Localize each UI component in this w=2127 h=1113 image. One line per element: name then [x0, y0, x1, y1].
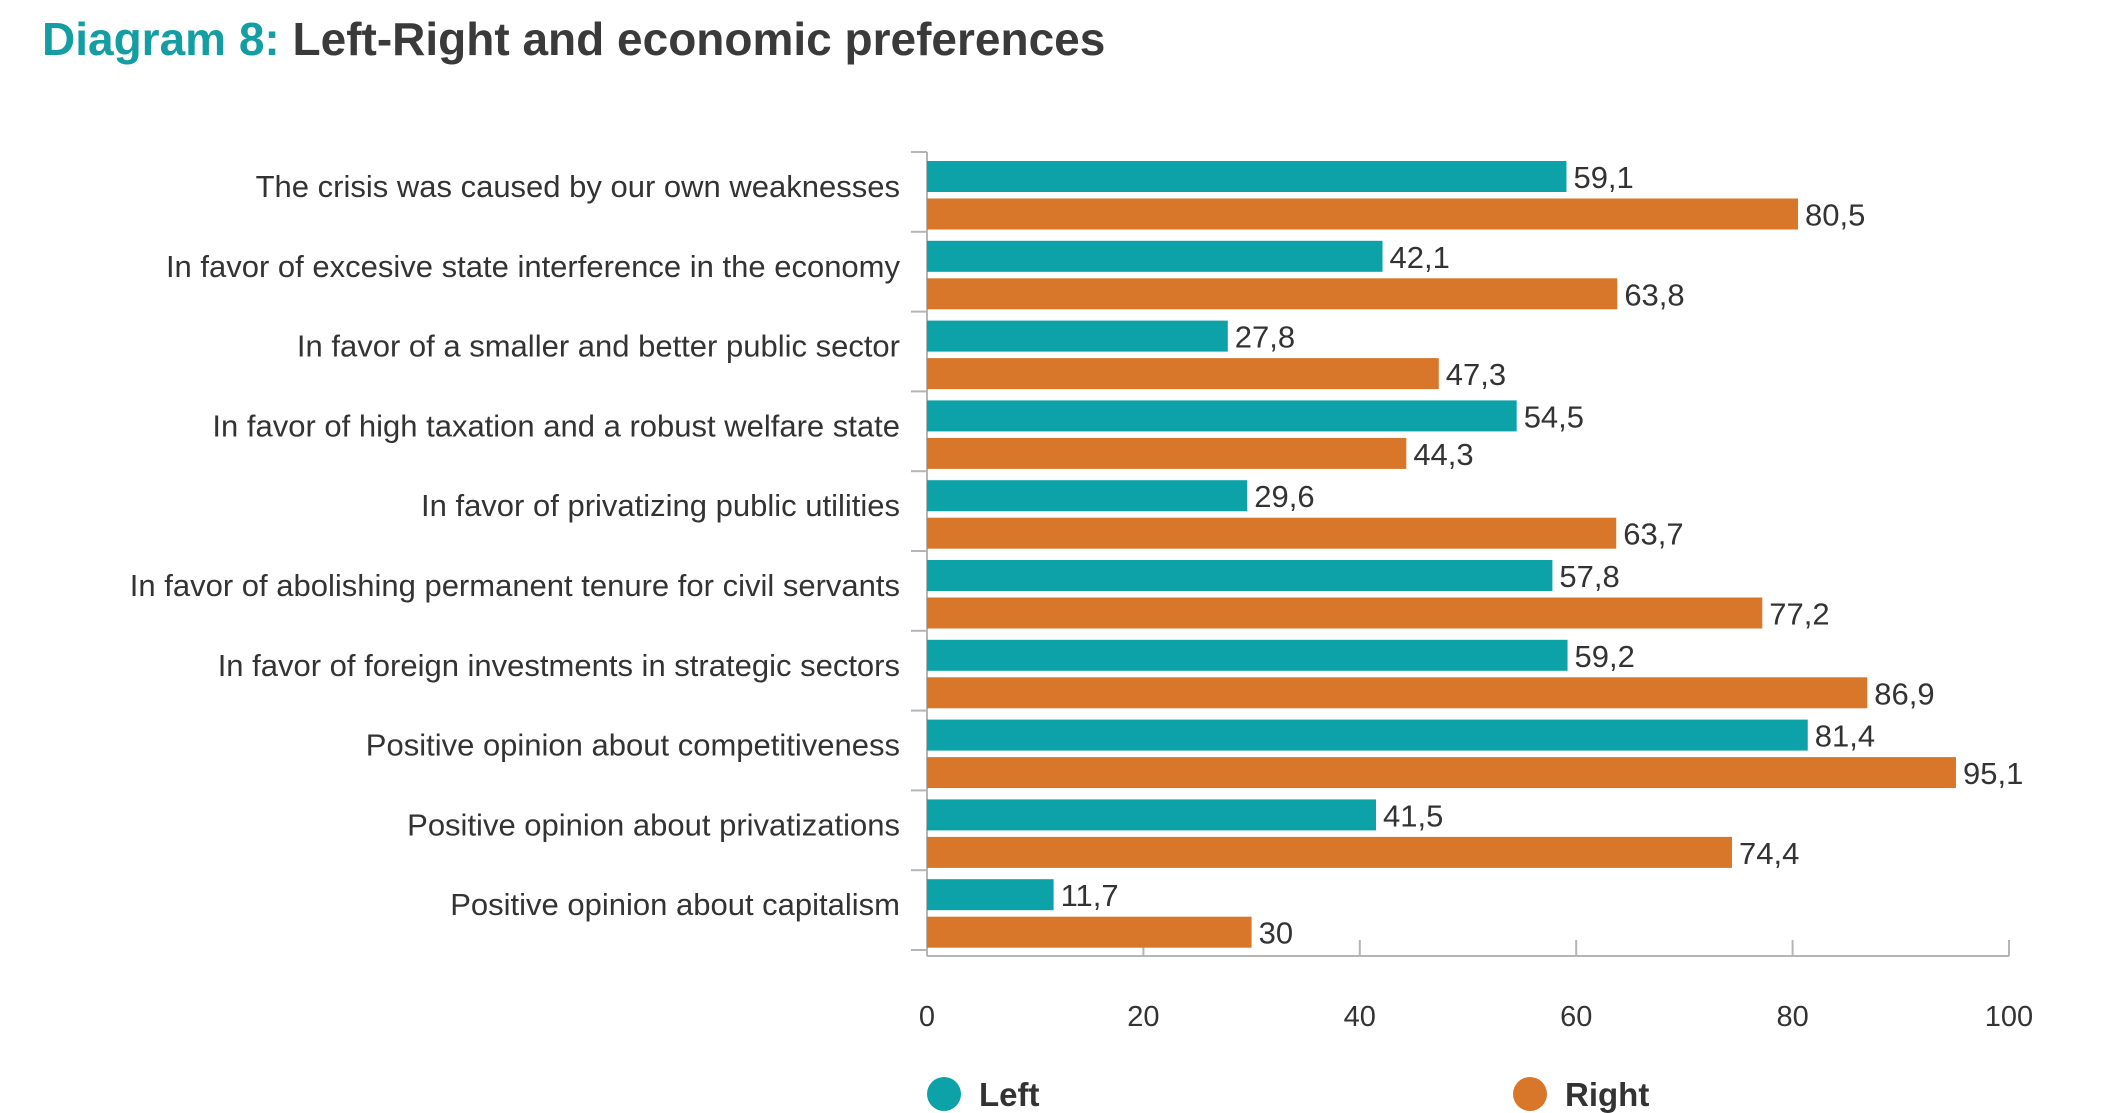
bar-left — [927, 879, 1054, 911]
value-label-right: 86,9 — [1874, 676, 1934, 711]
x-tick-label: 80 — [1776, 1001, 1808, 1033]
bar-left — [927, 161, 1567, 192]
x-tick-label: 60 — [1560, 1001, 1592, 1033]
bar-left — [927, 719, 1808, 751]
value-label-right: 44,3 — [1413, 437, 1473, 472]
value-label-right: 80,5 — [1805, 198, 1865, 233]
chart-title-main: Left-Right and economic preferences — [292, 13, 1106, 65]
value-label-left: 54,5 — [1524, 399, 1584, 434]
value-label-left: 27,8 — [1235, 320, 1295, 355]
bar-right — [927, 677, 1868, 709]
value-label-right: 95,1 — [1963, 756, 2023, 791]
bar-left — [927, 320, 1228, 352]
category-label: Positive opinion about capitalism — [450, 887, 900, 922]
value-label-right: 63,7 — [1623, 517, 1683, 552]
value-label-right: 47,3 — [1446, 357, 1506, 392]
value-label-right: 77,2 — [1769, 597, 1829, 632]
category-label: In favor of abolishing permanent tenure … — [130, 568, 900, 603]
category-label: Positive opinion about competitiveness — [366, 728, 900, 763]
bar-right — [927, 597, 1763, 629]
value-label-right: 74,4 — [1739, 836, 1799, 871]
legend-marker-right — [1513, 1077, 1547, 1111]
bar-right — [927, 517, 1617, 549]
value-label-right: 63,8 — [1624, 277, 1684, 312]
bar-left — [927, 480, 1248, 512]
value-label-right: 30 — [1259, 916, 1293, 951]
value-label-left: 59,1 — [1573, 160, 1633, 195]
x-tick-label: 40 — [1344, 1001, 1376, 1033]
legend-marker-left — [927, 1077, 961, 1111]
value-label-left: 42,1 — [1390, 240, 1450, 275]
x-tick-label: 100 — [1985, 1001, 2033, 1033]
chart-title: Diagram 8: Left-Right and economic prefe… — [42, 12, 1105, 66]
value-label-left: 81,4 — [1815, 719, 1875, 754]
x-tick-label: 0 — [919, 1001, 935, 1033]
category-label: In favor of excesive state interference … — [166, 249, 901, 284]
bar-left — [927, 639, 1568, 671]
legend-label-right: Right — [1565, 1076, 1649, 1113]
bar-left — [927, 240, 1383, 272]
bar-left — [927, 400, 1517, 432]
bar-right — [927, 278, 1618, 310]
category-label: In favor of privatizing public utilities — [421, 488, 900, 523]
value-label-left: 11,7 — [1061, 878, 1119, 913]
bar-left — [927, 799, 1377, 831]
value-label-left: 59,2 — [1575, 639, 1635, 674]
category-label: In favor of a smaller and better public … — [297, 329, 900, 364]
bar-right — [927, 437, 1407, 469]
chart-title-prefix: Diagram 8: — [42, 13, 280, 65]
category-label: The crisis was caused by our own weaknes… — [256, 169, 900, 204]
bar-left — [927, 560, 1553, 591]
value-label-left: 57,8 — [1559, 559, 1619, 594]
category-label: In favor of high taxation and a robust w… — [212, 408, 900, 443]
value-label-left: 41,5 — [1383, 798, 1443, 833]
bar-right — [927, 836, 1733, 868]
value-label-left: 29,6 — [1254, 479, 1314, 514]
legend-label-left: Left — [979, 1076, 1040, 1113]
bar-right — [927, 916, 1252, 948]
category-label: Positive opinion about privatizations — [407, 807, 900, 842]
bar-right — [927, 358, 1439, 390]
bar-right — [927, 198, 1799, 230]
category-label: In favor of foreign investments in strat… — [218, 648, 900, 683]
x-tick-label: 20 — [1127, 1001, 1159, 1033]
bar-right — [927, 757, 1956, 789]
